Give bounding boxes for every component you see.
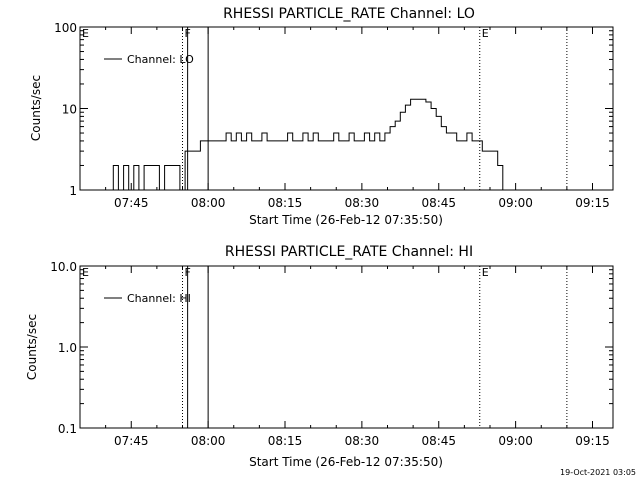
plot-frame — [79, 265, 614, 429]
event-marker-label: E — [82, 266, 89, 279]
x-tick-label: 08:00 — [191, 434, 226, 448]
x-tick-label: 09:00 — [498, 196, 533, 210]
x-tick-label: 08:45 — [421, 434, 456, 448]
event-marker-label: E — [482, 27, 489, 40]
y-tick-label: 1 — [69, 184, 77, 198]
legend: Channel: LO — [104, 53, 194, 66]
y-tick-label: 1.0 — [58, 341, 77, 355]
event-marker-label: E — [82, 27, 89, 40]
x-tick-label: 07:45 — [114, 434, 149, 448]
y-axis-label: Counts/sec — [29, 75, 43, 141]
hi-channel-panel: RHESSI PARTICLE_RATE Channel: HI Counts/… — [25, 244, 614, 469]
generation-timestamp: 19-Oct-2021 03:05 — [560, 468, 636, 477]
y-tick-label: 100 — [54, 21, 77, 35]
x-tick-label: 08:00 — [191, 196, 226, 210]
legend: Channel: HI — [104, 292, 191, 305]
x-tick-label: 09:15 — [575, 434, 610, 448]
series-line-lo — [108, 98, 524, 191]
y-tick-label: 10 — [62, 103, 77, 117]
legend-label: Channel: HI — [127, 292, 191, 305]
y-tick-label: 10.0 — [50, 260, 77, 274]
x-axis-label: Start Time (26-Feb-12 07:35:50) — [249, 455, 443, 469]
x-tick-label: 08:15 — [268, 434, 303, 448]
chart-title: RHESSI PARTICLE_RATE Channel: LO — [223, 6, 475, 22]
legend-label: Channel: LO — [127, 53, 194, 66]
x-tick-label: 09:15 — [575, 196, 610, 210]
x-axis-label: Start Time (26-Feb-12 07:35:50) — [249, 213, 443, 227]
chart-title: RHESSI PARTICLE_RATE Channel: HI — [225, 244, 473, 260]
y-tick-label: 0.1 — [58, 422, 77, 436]
x-tick-label: 08:45 — [421, 196, 456, 210]
event-marker-label: E — [482, 266, 489, 279]
plot-frame — [79, 26, 614, 191]
x-tick-label: 07:45 — [114, 196, 149, 210]
y-axis-label: Counts/sec — [25, 314, 39, 380]
x-tick-label: 08:15 — [268, 196, 303, 210]
x-tick-label: 08:30 — [345, 196, 380, 210]
lo-channel-panel: RHESSI PARTICLE_RATE Channel: LO Counts/… — [29, 6, 614, 227]
x-tick-label: 08:30 — [345, 434, 380, 448]
x-tick-label: 09:00 — [498, 434, 533, 448]
